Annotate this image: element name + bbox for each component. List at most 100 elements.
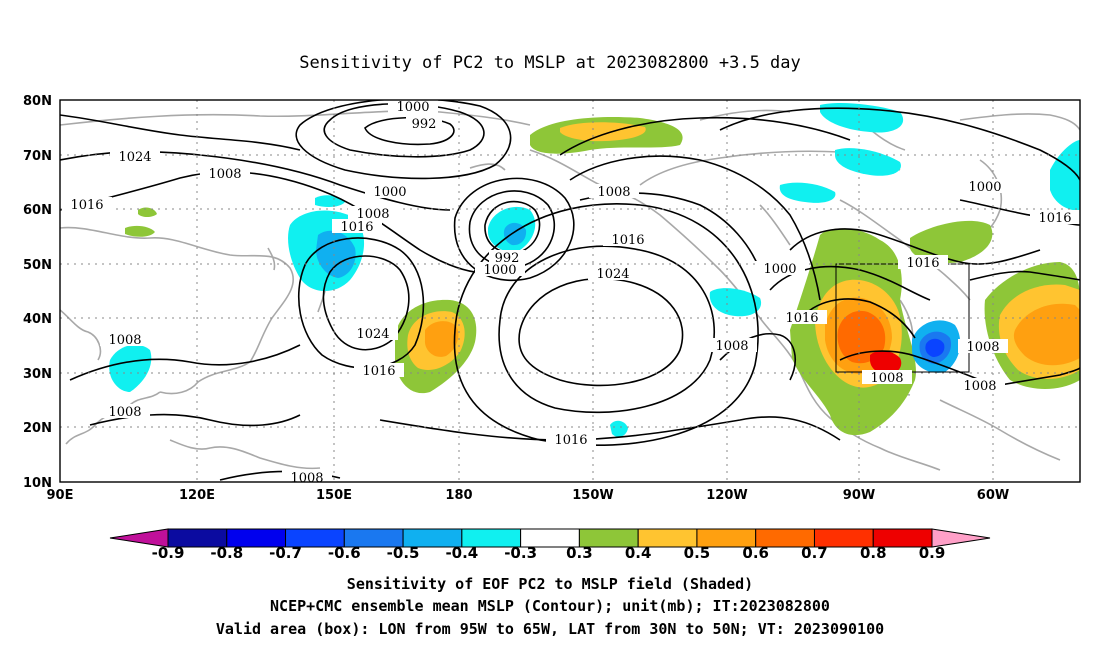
strong-core-dateline	[424, 321, 459, 357]
colorbar-tick-label: 0.5	[684, 544, 711, 562]
contour-label: 1008	[282, 470, 332, 482]
contour-label: 1016	[898, 255, 948, 271]
caption-line-1: Sensitivity of EOF PC2 to MSLP field (Sh…	[347, 575, 753, 593]
colorbar-tick-label: 0.9	[919, 544, 946, 562]
contour-label: 1016	[546, 432, 596, 448]
lon-tick-label: 90W	[843, 488, 875, 503]
svg-text:1008: 1008	[208, 167, 241, 182]
contour-label: 1000	[388, 100, 438, 115]
contour-label: 1008	[707, 338, 757, 354]
contour-label: 1016	[777, 310, 827, 326]
colorbar-tick-label: -0.5	[387, 544, 420, 562]
colorbar: -0.9 -0.8 -0.7 -0.6 -0.5 -0.4 -0.3 0.3 0.4 0.5 0.6…	[109, 528, 991, 562]
negative-region-west-us	[709, 288, 762, 317]
negative-peak-eastcoast	[925, 338, 945, 357]
caption-line-3: Valid area (box): LON from 95W to 65W, L…	[216, 620, 884, 638]
colorbar-tick-label: -0.8	[210, 544, 243, 562]
colorbar-tick-label: 0.3	[566, 544, 593, 562]
colorbar-labels: -0.9 -0.8 -0.7 -0.6 -0.5 -0.4 -0.3 0.3 0.4 0.5 0.6…	[152, 544, 946, 562]
svg-text:1016: 1016	[906, 256, 939, 271]
svg-text:1000: 1000	[373, 185, 406, 200]
colorbar-tick-label: 0.4	[625, 544, 652, 562]
contour-label: 1024	[110, 149, 160, 165]
contour-label: 1008	[862, 370, 912, 386]
contour-label: 1016	[1030, 210, 1080, 226]
positive-core-bering	[560, 122, 646, 142]
colorbar-tick-label: 0.7	[801, 544, 828, 562]
colorbar-high-end-triangle	[931, 528, 991, 548]
lat-tick-label: 10N	[23, 476, 52, 491]
lon-tick-label: 60W	[977, 488, 1009, 503]
positive-region-siberia	[138, 207, 157, 217]
svg-text:1024: 1024	[118, 150, 151, 165]
contour-label: 1008	[348, 206, 398, 222]
svg-text:1016: 1016	[1038, 211, 1071, 226]
contour-label: 1008	[958, 339, 1008, 355]
contour-label: 992	[406, 116, 442, 132]
svg-text:1016: 1016	[785, 311, 818, 326]
svg-text:1016: 1016	[554, 433, 587, 448]
negative-region-scs	[109, 344, 152, 392]
contour-label: 1016	[354, 363, 404, 379]
svg-text:1008: 1008	[108, 333, 141, 348]
lon-tick-label: 180	[445, 488, 472, 503]
lat-tick-label: 80N	[23, 94, 52, 109]
contour-label: 1016	[62, 197, 112, 213]
max-core-us	[837, 310, 886, 364]
svg-text:1000: 1000	[483, 263, 516, 278]
lon-tick-label: 150E	[316, 488, 352, 503]
contour-label: 1016	[332, 219, 382, 235]
grid-lines	[60, 100, 1080, 482]
contour-label: 1008	[589, 184, 639, 200]
contour-label: 1024	[348, 326, 398, 342]
negative-region-greenland	[1050, 140, 1080, 211]
svg-text:1008: 1008	[966, 340, 999, 355]
contour-label: 1000	[475, 262, 525, 278]
negative-region-hawaii	[610, 420, 628, 437]
svg-text:1024: 1024	[356, 327, 389, 342]
svg-text:992: 992	[412, 117, 437, 132]
svg-text:1008: 1008	[597, 185, 630, 200]
svg-text:1008: 1008	[715, 339, 748, 354]
map-plot-area: 1000 992 1024 1008 1016 1000 1008 1016 9…	[23, 94, 1081, 503]
contour-label: 1016	[603, 232, 653, 248]
contour-label: 1008	[100, 332, 150, 348]
mslp-contours	[60, 100, 1080, 481]
negative-region-gulf-alaska	[779, 182, 836, 203]
svg-text:1016: 1016	[70, 198, 103, 213]
lat-tick-label: 60N	[23, 203, 52, 218]
positive-region-mongolia	[125, 225, 155, 237]
strong-core-atlantic	[1013, 303, 1080, 366]
contour-label: 1024	[588, 266, 638, 282]
svg-text:1000: 1000	[763, 262, 796, 277]
contour-label: 1008	[100, 404, 150, 420]
svg-text:1016: 1016	[362, 364, 395, 379]
lon-tick-label: 120W	[706, 488, 747, 503]
lat-tick-label: 70N	[23, 149, 52, 164]
svg-text:1008: 1008	[108, 405, 141, 420]
colorbar-tick-label: -0.3	[504, 544, 537, 562]
contour-labels: 1000 992 1024 1008 1016 1000 1008 1016 9…	[62, 100, 1080, 482]
latitude-axis: 80N 70N 60N 50N 40N 30N 20N 10N	[23, 94, 52, 491]
lat-tick-label: 50N	[23, 258, 52, 273]
svg-text:1008: 1008	[963, 379, 996, 394]
colorbar-tick-label: -0.4	[445, 544, 478, 562]
colorbar-tick-label: -0.9	[152, 544, 185, 562]
lat-tick-label: 20N	[23, 421, 52, 436]
lon-tick-label: 120E	[179, 488, 215, 503]
colorbar-boxes	[167, 528, 933, 548]
colorbar-tick-label: -0.6	[328, 544, 361, 562]
svg-text:1016: 1016	[340, 220, 373, 235]
contour-label: 1000	[755, 261, 805, 277]
svg-text:1024: 1024	[596, 267, 629, 282]
contour-label: 1000	[960, 179, 1010, 195]
plot-background	[60, 100, 1080, 482]
negative-core-japan	[316, 230, 356, 278]
contour-label: 1008	[955, 378, 1005, 394]
svg-text:1008: 1008	[356, 207, 389, 222]
colorbar-tick-label: 0.8	[860, 544, 887, 562]
svg-text:1016: 1016	[611, 233, 644, 248]
svg-text:1000: 1000	[968, 180, 1001, 195]
svg-text:1000: 1000	[396, 100, 429, 115]
